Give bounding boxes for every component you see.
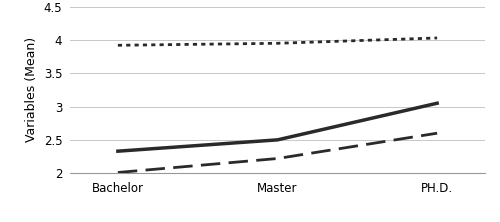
Y-axis label: Variables (Mean): Variables (Mean) [25, 37, 38, 143]
